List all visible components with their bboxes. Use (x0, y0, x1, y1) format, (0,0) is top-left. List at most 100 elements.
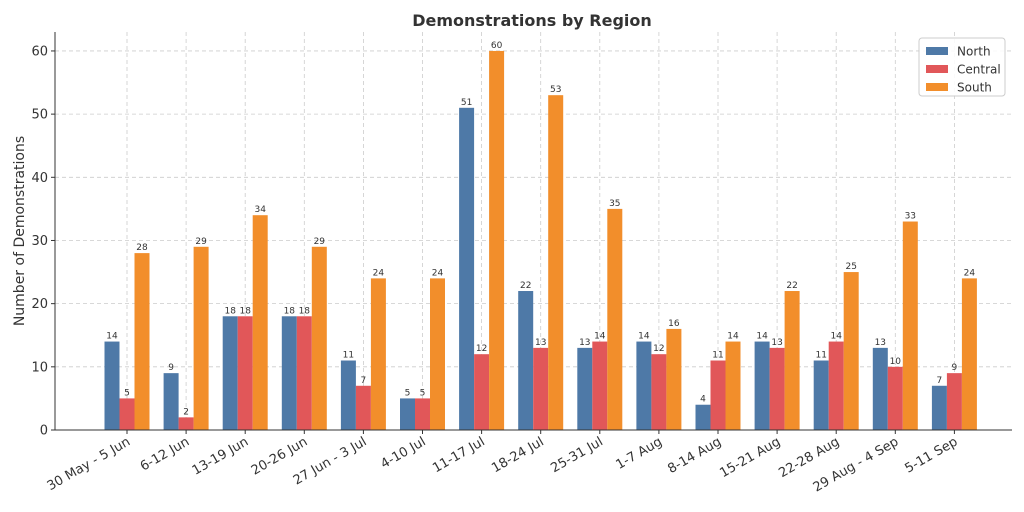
data-label: 22 (520, 281, 531, 291)
bar-central (946, 373, 962, 430)
bar-south (489, 50, 505, 430)
bar-north (577, 347, 593, 430)
data-label: 51 (461, 98, 472, 108)
x-tick-label: 13-19 Jun (190, 434, 251, 478)
bar-central (296, 316, 312, 430)
x-tick-label: 15-21 Aug (717, 434, 783, 481)
bar-central (828, 341, 844, 430)
data-label: 18 (299, 306, 311, 316)
data-label: 13 (579, 338, 590, 348)
bar-north (872, 347, 888, 430)
data-label: 34 (254, 205, 266, 215)
bar-south (607, 208, 623, 430)
bar-north (104, 341, 120, 430)
data-label: 7 (937, 376, 943, 386)
bar-north (222, 316, 238, 430)
bar-central (119, 398, 135, 430)
data-label: 14 (106, 332, 118, 342)
y-tick-label: 0 (40, 424, 48, 439)
legend: North Central South (918, 37, 1006, 97)
bar-north (459, 107, 475, 431)
y-tick-label: 50 (31, 108, 48, 123)
data-label: 13 (535, 338, 546, 348)
y-tick-label: 30 (31, 234, 48, 249)
data-label: 14 (830, 332, 842, 342)
x-tick-label: 6-12 Jun (138, 434, 192, 474)
data-label: 25 (845, 262, 856, 272)
bar-south (843, 272, 859, 430)
x-tick-label: 4-10 Jul (378, 434, 428, 472)
data-label: 11 (815, 351, 826, 361)
x-tick-label: 25-31 Jul (548, 434, 605, 476)
data-label: 12 (653, 344, 664, 354)
bar-south (902, 221, 918, 430)
data-label: 14 (638, 332, 650, 342)
bar-central (769, 347, 785, 430)
data-label: 60 (491, 41, 503, 51)
x-tick-label: 18-24 Jul (489, 434, 546, 476)
bar-central (178, 417, 194, 430)
data-label: 2 (183, 407, 189, 417)
bar-north (695, 404, 711, 430)
chart-title: Demonstrations by Region (412, 11, 652, 30)
bar-north (400, 398, 415, 430)
bar-north (754, 341, 770, 430)
bar-central (533, 347, 549, 430)
bar-south (193, 246, 209, 430)
data-label: 53 (550, 85, 561, 95)
data-label: 18 (239, 306, 251, 316)
data-label: 22 (786, 281, 797, 291)
bar-central (651, 354, 667, 430)
axes-group (51, 32, 1012, 434)
data-label: 12 (476, 344, 487, 354)
bar-north (163, 373, 179, 430)
x-tick-label: 8-14 Aug (665, 434, 724, 477)
bar-south (430, 278, 445, 430)
bar-central (237, 316, 253, 430)
bar-south (134, 253, 150, 430)
legend-swatch-south (926, 83, 948, 91)
legend-label-north: North (957, 45, 991, 59)
bar-central (474, 354, 490, 430)
data-label: 11 (343, 351, 354, 361)
data-label: 14 (727, 332, 739, 342)
bar-south (784, 291, 800, 430)
bar-central (355, 385, 371, 430)
bar-south (252, 215, 268, 430)
bar-south (961, 278, 977, 430)
bar-south (725, 341, 741, 430)
data-label: 5 (124, 388, 130, 398)
legend-label-south: South (957, 81, 992, 95)
x-tick-label: 1-7 Aug (613, 434, 664, 472)
y-tick-label: 20 (31, 297, 48, 312)
data-label: 33 (905, 212, 916, 222)
data-label: 29 (195, 237, 207, 247)
bar-central (887, 366, 903, 430)
legend-swatch-central (926, 65, 948, 73)
y-tick-label: 40 (31, 171, 48, 186)
data-label: 7 (361, 376, 367, 386)
bar-south (370, 278, 386, 430)
x-tick-label: 30 May - 5 Jun (45, 434, 133, 494)
data-label: 5 (405, 388, 411, 398)
bar-south (666, 328, 682, 430)
x-tick-label: 11-17 Jul (430, 434, 487, 476)
bar-south (311, 246, 327, 430)
data-label: 28 (136, 243, 148, 253)
bar-north (518, 291, 534, 430)
y-tick-label: 10 (31, 360, 48, 375)
bar-north (340, 360, 356, 430)
y-axis-label: Number of Demonstrations (12, 136, 28, 326)
data-label: 14 (594, 332, 606, 342)
data-label: 13 (771, 338, 782, 348)
data-label: 18 (284, 306, 296, 316)
data-label: 9 (168, 363, 174, 373)
data-label: 24 (964, 268, 976, 278)
data-label: 16 (668, 319, 680, 329)
bar-central (710, 360, 726, 430)
data-label: 9 (952, 363, 958, 373)
data-label: 14 (756, 332, 768, 342)
